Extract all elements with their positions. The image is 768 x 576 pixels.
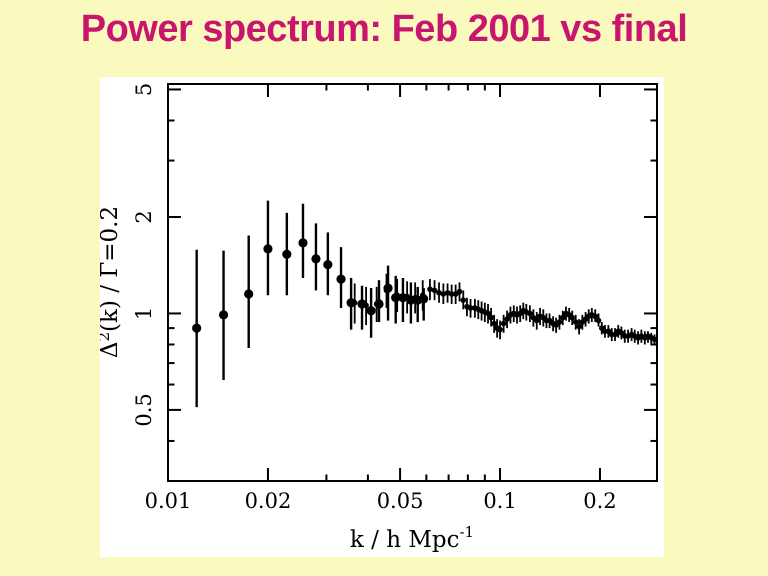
- data-point: [485, 310, 491, 317]
- data-point: [556, 319, 563, 325]
- data-point: [383, 287, 390, 294]
- data-point: [595, 317, 602, 324]
- data-point: [500, 320, 507, 327]
- x-tick-label: 0.1: [483, 489, 516, 513]
- x-tick-label: 0.05: [377, 489, 424, 513]
- y-axis-label: Δ2(k) / Γ=0.2: [100, 206, 123, 358]
- data-point: [436, 289, 442, 296]
- data-point: [412, 294, 418, 301]
- data-point: [244, 289, 254, 299]
- data-point: [336, 274, 346, 284]
- data-point: [448, 291, 455, 297]
- axis-ticks: [167, 84, 657, 481]
- data-point: [497, 326, 503, 333]
- data-point: [559, 314, 566, 321]
- data-point: [351, 299, 358, 306]
- x-tick-label: 0.2: [583, 489, 616, 513]
- data-point: [460, 297, 467, 303]
- power-spectrum-chart: 0.01 0.02 0.05 0.1 0.2 5 2 1 0.5 k / h Mpc-1 Δ2(k)…: [95, 83, 658, 553]
- data-point: [467, 305, 474, 311]
- data-point: [373, 301, 380, 307]
- series-final: [351, 273, 658, 345]
- data-point: [592, 313, 599, 320]
- data-point: [419, 292, 426, 299]
- data-point: [651, 336, 658, 343]
- y-tick-label: 5: [132, 83, 156, 96]
- data-point: [404, 293, 410, 300]
- data-point: [504, 316, 510, 322]
- data-point: [440, 291, 447, 297]
- plot-panel: 0.01 0.02 0.05 0.1 0.2 5 2 1 0.5 k / h Mpc-1 Δ2(k)…: [95, 77, 664, 557]
- data-point: [572, 319, 579, 325]
- data-point: [366, 306, 376, 316]
- data-point: [263, 244, 273, 254]
- data-point: [488, 314, 494, 321]
- data-point: [533, 317, 540, 324]
- data-point: [431, 287, 438, 294]
- series-feb2001: [192, 200, 429, 408]
- data-point: [192, 323, 202, 333]
- y-tick-label: 0.5: [132, 393, 156, 426]
- data-point: [394, 292, 400, 299]
- data-point: [298, 238, 308, 248]
- data-point: [456, 288, 463, 295]
- page-title: Power spectrum: Feb 2001 vs final: [80, 8, 688, 50]
- data-point: [311, 254, 321, 264]
- data-point: [218, 310, 229, 320]
- x-axis-label: k / h Mpc-1: [350, 523, 474, 553]
- x-tick-label: 0.02: [245, 489, 292, 513]
- data-point: [527, 310, 533, 317]
- data-point: [282, 249, 292, 259]
- plot-frame: [167, 83, 658, 482]
- data-point: [363, 302, 369, 309]
- y-tick-label: 2: [132, 210, 156, 223]
- data-point: [576, 323, 582, 330]
- data-point: [427, 286, 433, 293]
- data-point: [491, 320, 497, 327]
- data-point: [569, 314, 576, 321]
- data-point: [323, 260, 333, 270]
- x-tick-label: 0.01: [145, 489, 192, 513]
- y-tick-label: 1: [132, 307, 156, 320]
